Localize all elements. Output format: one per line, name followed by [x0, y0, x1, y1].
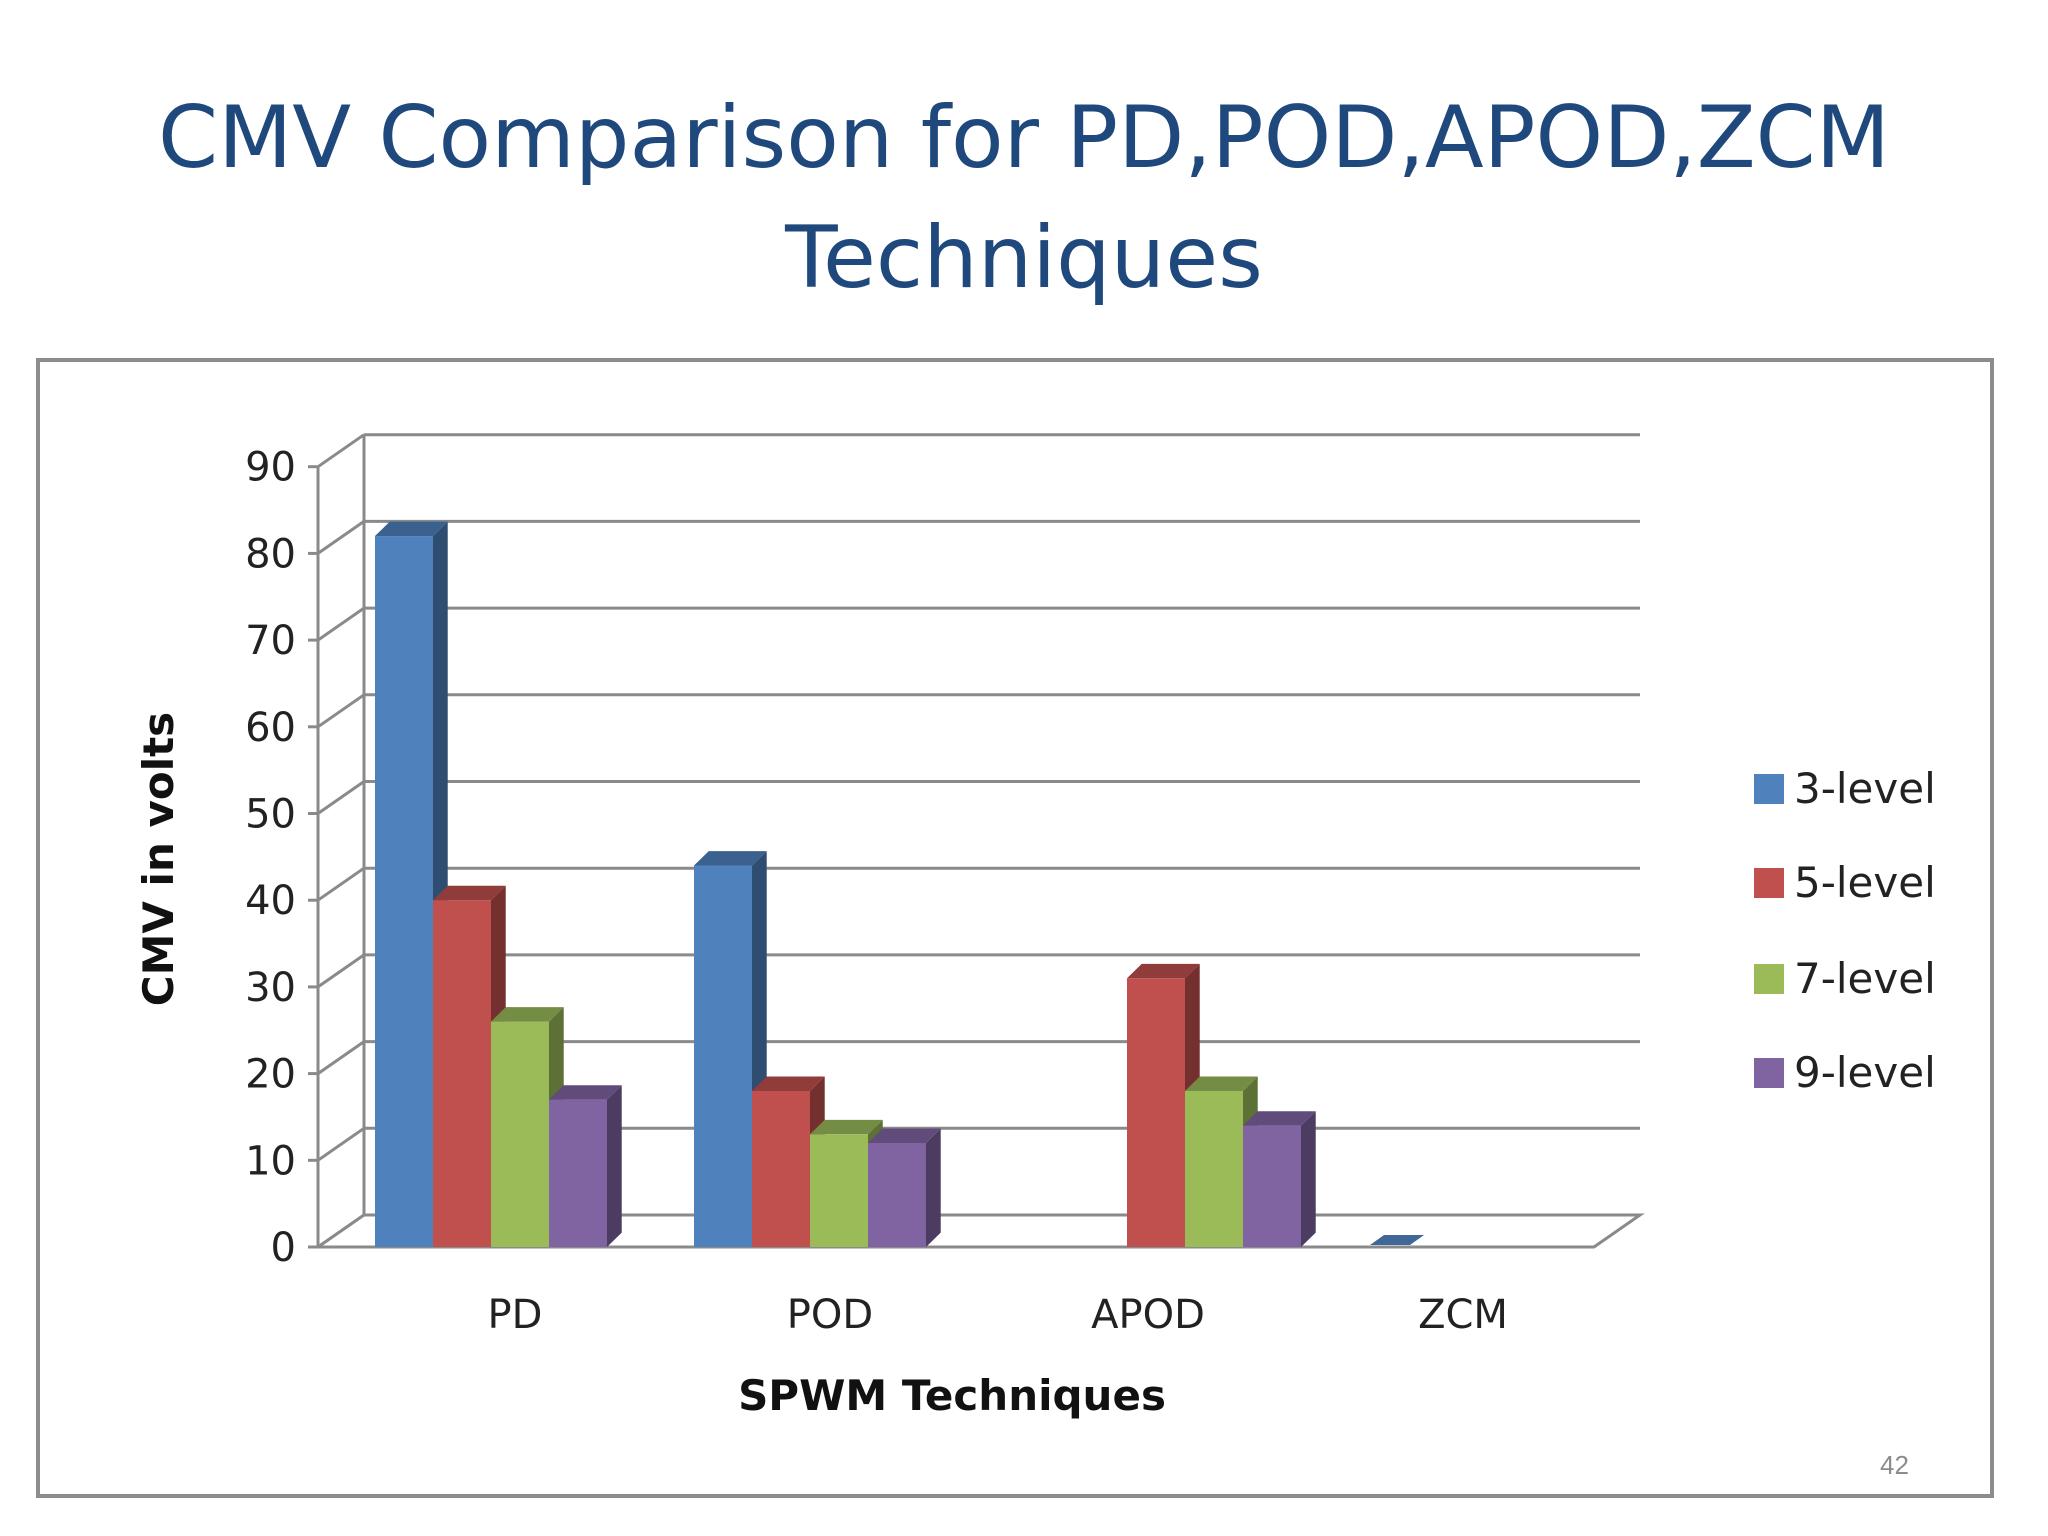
gridline-side — [317, 693, 365, 729]
bar-front — [491, 1021, 549, 1247]
bar-3-level-ZCM — [1370, 1235, 1424, 1245]
x-tick-label: APOD — [1091, 1292, 1205, 1338]
legend-label: 5-level — [1794, 858, 1936, 907]
gridline-side — [317, 1127, 365, 1162]
bar-front — [375, 536, 433, 1247]
x-axis-title: SPWM Techniques — [738, 1371, 1166, 1420]
legend-label: 7-level — [1794, 954, 1936, 1003]
x-tick-label: POD — [787, 1292, 873, 1338]
bar-9-level-APOD — [1243, 1111, 1316, 1247]
gridline-side — [317, 866, 365, 902]
bar-top — [549, 1085, 622, 1100]
y-axis-title: CMV in volts — [134, 712, 183, 1006]
gridline-side — [317, 520, 365, 555]
bar-front — [1243, 1125, 1301, 1247]
y-tick-label: 90 — [245, 445, 296, 491]
slide-title-line-2: Techniques — [785, 208, 1263, 308]
bar-front — [694, 865, 752, 1247]
legend-swatch — [1754, 868, 1784, 898]
bar-front — [1185, 1090, 1243, 1247]
bar-9-level-PD — [549, 1085, 622, 1247]
bar-top — [752, 1076, 825, 1091]
bar-top — [1185, 1076, 1258, 1091]
slide-title: CMV Comparison for PD,POD,APOD,ZCM Techn… — [0, 78, 2048, 318]
page-number: 42 — [1880, 1450, 1909, 1480]
gridline-side — [317, 606, 365, 642]
y-tick-label: 80 — [245, 531, 296, 577]
legend-swatch — [1754, 964, 1784, 994]
bar-top — [868, 1128, 941, 1143]
bar-side — [1301, 1111, 1316, 1247]
bar-top — [694, 851, 767, 866]
bar-top — [491, 1007, 564, 1022]
y-tick-label: 10 — [245, 1138, 296, 1184]
y-tick-label: 20 — [245, 1052, 296, 1098]
bar-9-level-POD — [868, 1128, 941, 1247]
bar-side — [607, 1085, 622, 1247]
bar-front — [810, 1134, 868, 1247]
y-tick-label: 60 — [245, 705, 296, 751]
gridline-side — [317, 780, 365, 815]
gridline-side — [317, 1040, 365, 1075]
bar-front — [549, 1099, 607, 1247]
legend-label: 9-level — [1794, 1048, 1936, 1097]
y-tick-label: 30 — [245, 965, 296, 1011]
bar-front — [1127, 978, 1185, 1247]
bar-top — [1243, 1111, 1316, 1126]
y-tick-label: 0 — [271, 1225, 296, 1271]
bar-chart: 0 10 20 30 40 50 60 70 80 90 PD POD APOD ZCM SPWM Tech… — [134, 433, 1936, 1420]
bar-front — [868, 1142, 926, 1247]
slide-title-line-1: CMV Comparison for PD,POD,APOD,ZCM — [158, 88, 1890, 188]
gridline-side — [317, 433, 365, 468]
legend-swatch — [1754, 774, 1784, 804]
bar-top — [433, 885, 506, 901]
legend-label: 3-level — [1794, 764, 1936, 813]
x-tick-label: ZCM — [1418, 1292, 1508, 1338]
bar-top — [810, 1119, 883, 1135]
bar-side — [926, 1128, 941, 1247]
y-tick-label: 50 — [245, 792, 296, 838]
legend-swatch — [1754, 1058, 1784, 1088]
y-tick-label: 70 — [245, 618, 296, 664]
bar-front — [433, 900, 491, 1247]
x-tick-label: PD — [488, 1292, 543, 1338]
y-tick-label: 40 — [245, 878, 296, 924]
chart-frame: 0 10 20 30 40 50 60 70 80 90 PD POD APOD ZCM SPWM Tech… — [36, 358, 1994, 1498]
bar-top — [375, 521, 448, 537]
bar-front — [752, 1090, 810, 1247]
bar-top — [1127, 963, 1200, 979]
gridline-side — [317, 953, 365, 989]
